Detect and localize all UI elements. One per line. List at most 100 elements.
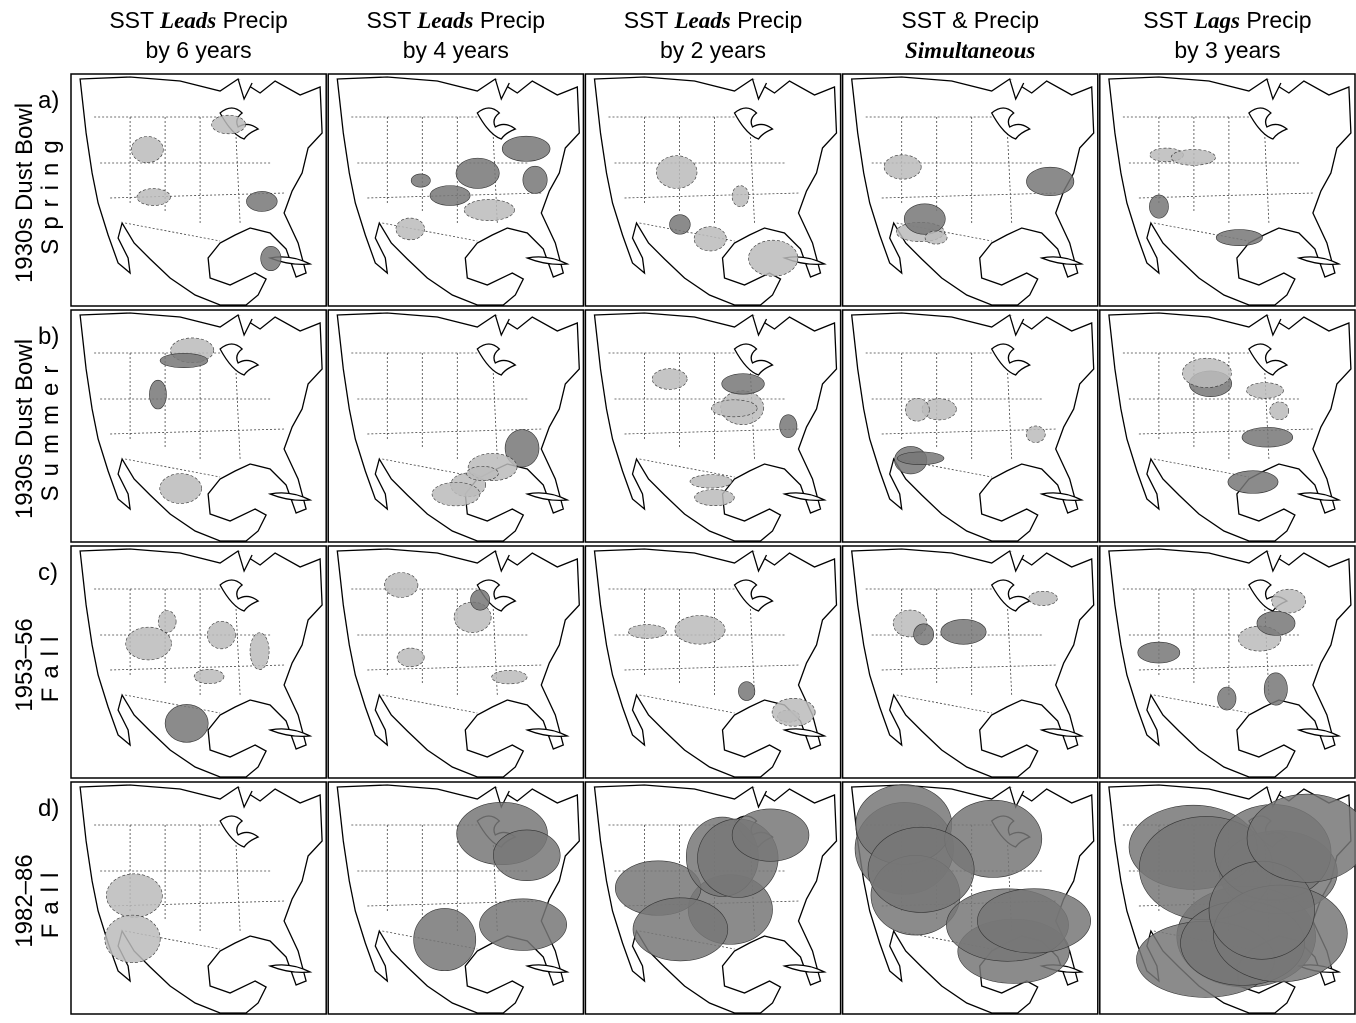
shading bbox=[1269, 401, 1290, 421]
shading bbox=[455, 157, 500, 189]
shading bbox=[924, 230, 948, 245]
shading bbox=[1263, 672, 1288, 706]
map-panel bbox=[841, 309, 1099, 543]
shading bbox=[693, 226, 727, 252]
shading bbox=[207, 620, 236, 650]
shading bbox=[470, 589, 491, 611]
map-panel bbox=[841, 781, 1099, 1015]
shading bbox=[1256, 610, 1296, 636]
shading bbox=[674, 615, 726, 645]
header-part: Precip bbox=[223, 7, 288, 33]
shading bbox=[136, 188, 171, 206]
shading bbox=[748, 239, 799, 277]
header-part: by 3 years bbox=[1174, 37, 1280, 63]
column-header: SST Leads Precip bbox=[109, 7, 288, 33]
row-letter: b) bbox=[38, 323, 59, 350]
column-header: Simultaneous bbox=[905, 38, 1035, 63]
header-part: Lags bbox=[1193, 8, 1240, 33]
row-title: 1982–86 bbox=[11, 854, 38, 947]
row-letter: c) bbox=[38, 559, 58, 586]
shading bbox=[479, 898, 568, 951]
map-panel bbox=[327, 545, 585, 779]
header-part: SST bbox=[367, 7, 412, 33]
shading bbox=[977, 888, 1092, 954]
shading bbox=[396, 647, 425, 668]
map-panel bbox=[327, 309, 585, 543]
shading bbox=[466, 466, 499, 481]
shading bbox=[493, 829, 561, 882]
row-season: Summer bbox=[37, 357, 64, 502]
shading bbox=[656, 155, 698, 189]
map-panel bbox=[70, 545, 327, 779]
header-part: SST bbox=[109, 7, 154, 33]
shading bbox=[429, 185, 471, 206]
column-header: SST Leads Precip bbox=[624, 7, 803, 33]
header-part: Precip bbox=[1246, 7, 1311, 33]
shading bbox=[193, 669, 225, 685]
map-panel bbox=[327, 781, 585, 1015]
shading bbox=[1271, 588, 1306, 614]
row-season: Fall bbox=[37, 864, 64, 939]
column-header: SST Lags Precip bbox=[1143, 7, 1311, 33]
shading bbox=[1246, 793, 1356, 883]
shading bbox=[395, 217, 425, 241]
header-part: SST bbox=[624, 7, 669, 33]
map-panel bbox=[584, 309, 842, 543]
header-part: Simultaneous bbox=[905, 38, 1035, 63]
shading bbox=[157, 610, 177, 633]
shading bbox=[632, 897, 729, 962]
shading bbox=[1227, 470, 1279, 494]
shading bbox=[1215, 229, 1263, 246]
map-panel bbox=[70, 781, 327, 1015]
shading bbox=[249, 632, 270, 670]
column-header: SST & Precip bbox=[901, 7, 1039, 33]
shading bbox=[159, 353, 209, 369]
shading bbox=[711, 399, 758, 418]
shading bbox=[159, 473, 202, 504]
header-part: Precip bbox=[737, 7, 802, 33]
row-letter: a) bbox=[38, 87, 59, 114]
shading bbox=[384, 572, 419, 598]
shading bbox=[1217, 686, 1237, 711]
row-title: 1930s Dust Bowl bbox=[11, 103, 38, 283]
shading bbox=[897, 451, 945, 465]
header-part: SST bbox=[1143, 7, 1188, 33]
shading bbox=[246, 191, 278, 212]
shading bbox=[771, 697, 816, 727]
map-panel bbox=[584, 73, 842, 307]
shading bbox=[779, 414, 798, 438]
shading bbox=[694, 489, 735, 507]
shading bbox=[431, 481, 481, 507]
header-part: by 6 years bbox=[146, 37, 252, 63]
map-panel bbox=[1099, 545, 1356, 779]
row-season: Spring bbox=[37, 131, 64, 254]
shading bbox=[522, 165, 548, 194]
shading bbox=[410, 173, 431, 188]
column-header: by 2 years bbox=[660, 37, 766, 63]
shading bbox=[940, 619, 987, 645]
shading bbox=[1025, 425, 1046, 443]
header-part: SST & Precip bbox=[901, 7, 1039, 33]
shading bbox=[1170, 149, 1216, 166]
map-panel bbox=[841, 73, 1099, 307]
shading bbox=[883, 154, 922, 180]
map-panel bbox=[841, 545, 1099, 779]
shading bbox=[1246, 382, 1284, 399]
column-header: by 6 years bbox=[146, 37, 252, 63]
column-header: SST Leads Precip bbox=[367, 7, 546, 33]
shading bbox=[211, 114, 246, 135]
header-part: Leads bbox=[416, 8, 473, 33]
shading bbox=[627, 624, 667, 639]
shading bbox=[1137, 641, 1181, 664]
header-part: by 2 years bbox=[660, 37, 766, 63]
shading bbox=[491, 670, 528, 685]
shading bbox=[1028, 590, 1058, 606]
map-panel bbox=[584, 545, 842, 779]
header-part: Leads bbox=[673, 8, 730, 33]
header-part: by 4 years bbox=[403, 37, 509, 63]
shading bbox=[504, 429, 540, 468]
shading bbox=[149, 379, 167, 410]
shading bbox=[164, 704, 209, 743]
shading bbox=[463, 199, 515, 221]
